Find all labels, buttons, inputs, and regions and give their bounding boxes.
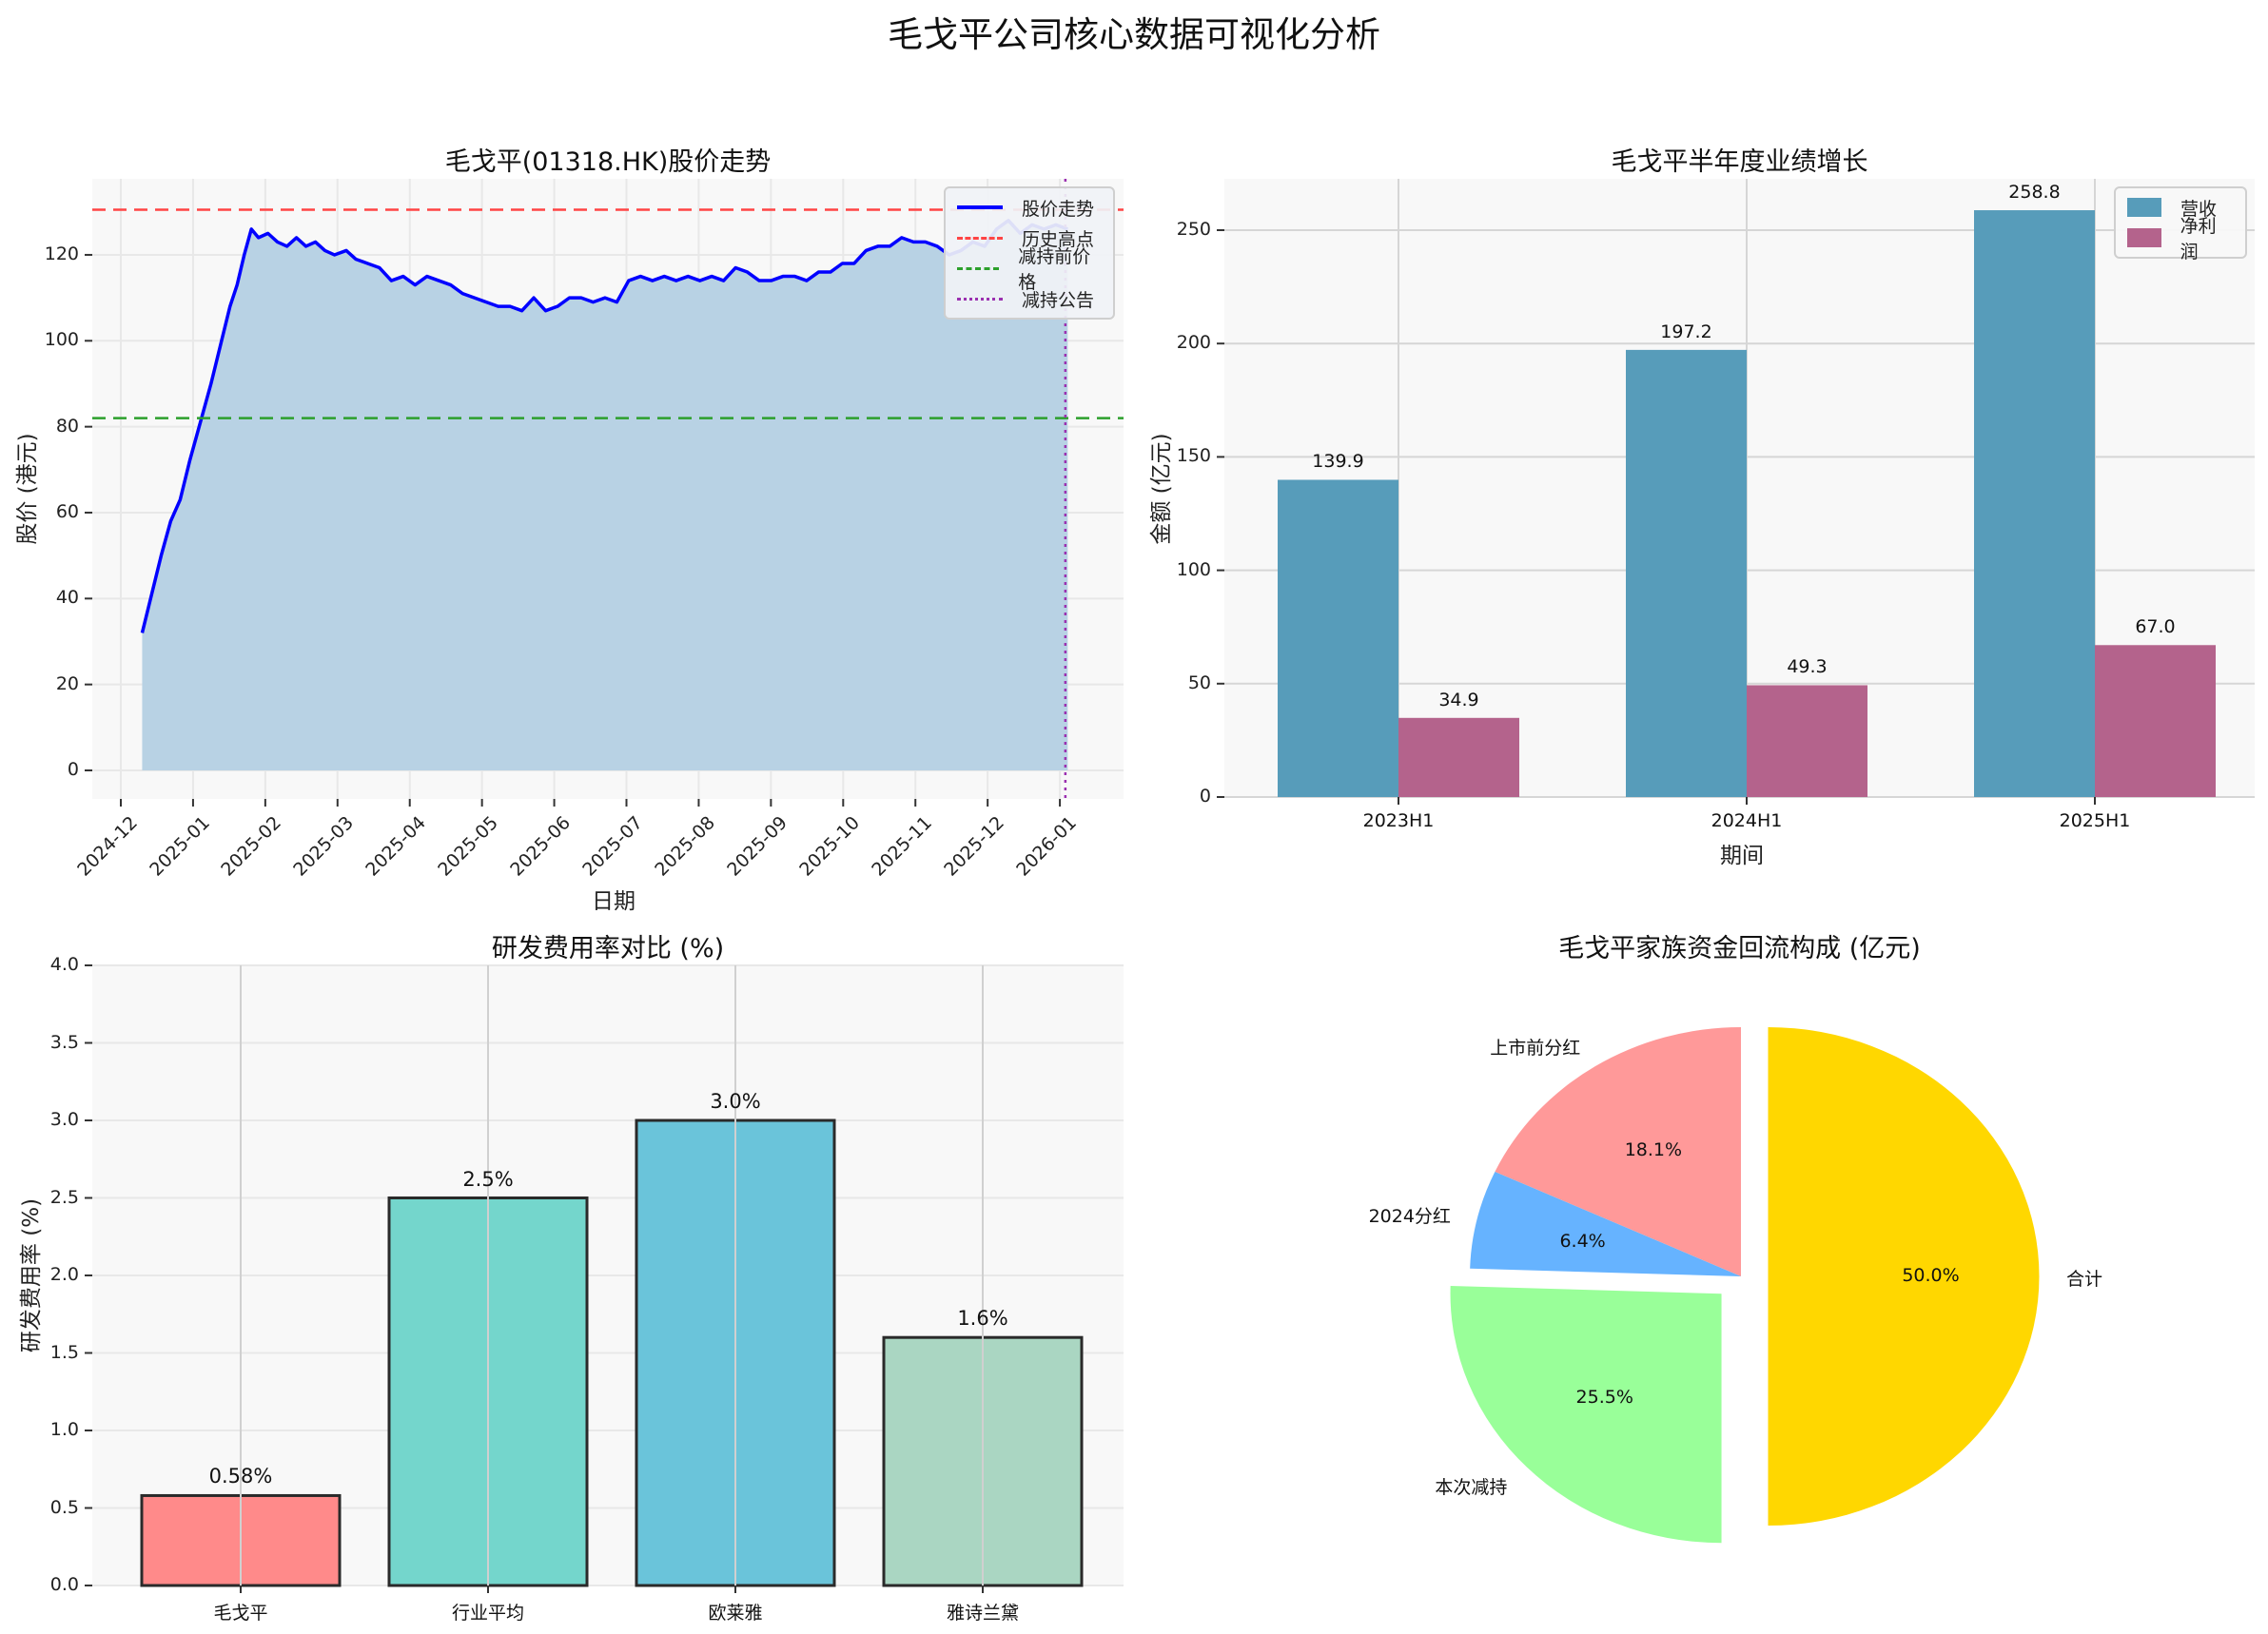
bar-value-label: 2.5% [462, 1167, 514, 1191]
x-tick-label: 行业平均 [451, 1603, 524, 1624]
y-tick-label: 100 [1176, 558, 1211, 580]
pie-percent-label: 50.0% [1902, 1265, 1960, 1286]
revenue-swatch-icon [2127, 198, 2161, 217]
legend-item-revenue: 营收 [2116, 192, 2245, 223]
y-tick-label: 200 [1176, 332, 1211, 354]
stock-legend: 股价走势 历史高点 减持前价格 减持公告 [944, 186, 1115, 320]
bar-value-label: 3.0% [710, 1090, 761, 1113]
x-tick-label: 2024H1 [1711, 810, 1783, 831]
bar-value-label: 49.3 [1787, 656, 1828, 678]
y-tick-label: 250 [1176, 219, 1211, 240]
pie-category-label: 上市前分红 [1490, 1038, 1581, 1060]
pie-chart-title: 毛戈平家族资金回流构成 (亿元) [1558, 934, 1921, 963]
performance-legend: 营收 净利润 [2114, 186, 2247, 263]
dotted-line-swatch-icon [957, 297, 1003, 301]
bar-value-label: 1.6% [957, 1307, 1008, 1331]
pie-percent-label: 18.1% [1624, 1138, 1683, 1160]
legend-label: 股价走势 [1022, 198, 1095, 220]
x-tick-label: 2023H1 [1362, 810, 1435, 831]
net-profit-swatch-icon [2127, 228, 2161, 247]
solid-line-swatch-icon [957, 205, 1003, 209]
y-tick-label: 0.5 [49, 1496, 79, 1518]
y-tick-label: 50 [1187, 671, 1211, 693]
y-tick-label: 120 [44, 243, 79, 264]
legend-item-price: 股价走势 [946, 192, 1113, 223]
current-reduction-slice [1450, 1286, 1722, 1544]
stock-chart-title: 毛戈平(01318.HK)股价走势 [444, 147, 772, 177]
figure-title: 毛戈平公司核心数据可视化分析 [888, 14, 1380, 55]
legend-label: 净利润 [2180, 216, 2217, 263]
y-tick-label: 3.5 [49, 1031, 79, 1053]
y-tick-label: 100 [44, 329, 79, 351]
pie-percent-label: 6.4% [1559, 1230, 1606, 1252]
net-profit-bar [2095, 645, 2216, 797]
dashed-line-swatch-icon [957, 236, 1003, 240]
pie-category-label: 合计 [2066, 1269, 2103, 1290]
revenue-bar [1974, 210, 2095, 797]
pie-category-label: 2024分红 [1368, 1205, 1451, 1227]
y-tick-label: 2.5 [49, 1186, 79, 1208]
bar-value-label: 197.2 [1660, 321, 1712, 342]
legend-label: 减持公告 [1022, 289, 1095, 311]
revenue-bar [1626, 349, 1747, 797]
pre-ipo-dividend-slice [1495, 1027, 1741, 1276]
legend-label: 营收 [2180, 198, 2218, 220]
dividend-2024-slice [1470, 1171, 1741, 1276]
y-tick-label: 40 [55, 587, 79, 609]
legend-item-announcement: 减持公告 [946, 283, 1113, 314]
bar-value-label: 34.9 [1438, 689, 1479, 710]
bar-value-label: 139.9 [1312, 451, 1364, 473]
performance-x-axis-label: 期间 [1720, 844, 1764, 868]
price-area-fill [142, 220, 1068, 771]
legend-label: 历史高点 [1022, 228, 1095, 250]
stock-x-axis-label: 日期 [592, 889, 635, 914]
x-tick-label: 毛戈平 [213, 1603, 268, 1624]
x-tick-label: 欧莱雅 [708, 1603, 763, 1624]
y-tick-label: 4.0 [49, 954, 79, 975]
bar-value-label: 258.8 [2008, 182, 2061, 204]
y-tick-label: 2.0 [49, 1264, 79, 1285]
x-tick-label: 2025H1 [2059, 810, 2131, 831]
bar-value-label: 0.58% [208, 1465, 273, 1488]
net-profit-bar [1747, 685, 1867, 797]
legend-item-high: 历史高点 [946, 223, 1113, 253]
legend-label: 减持前价格 [1018, 246, 1091, 293]
total-slice [1768, 1027, 2040, 1526]
net-profit-bar [1398, 717, 1519, 797]
y-tick-label: 1.0 [49, 1419, 79, 1440]
y-tick-label: 3.0 [49, 1109, 79, 1130]
price-line [140, 219, 1068, 633]
pie-percent-label: 25.5% [1575, 1386, 1633, 1408]
y-tick-label: 0 [67, 759, 79, 780]
legend-item-pre-price: 减持前价格 [946, 246, 1113, 293]
pie-category-label: 本次减持 [1435, 1476, 1508, 1498]
legend-item-net-profit: 净利润 [2116, 216, 2245, 263]
dashed-line-swatch-icon [957, 266, 1000, 270]
bar-value-label: 67.0 [2135, 616, 2176, 638]
y-tick-label: 0 [1199, 786, 1211, 807]
y-tick-label: 150 [1176, 445, 1211, 467]
x-tick-label: 雅诗兰黛 [946, 1603, 1019, 1624]
y-tick-label: 0.0 [49, 1574, 79, 1595]
rd-chart-title: 研发费用率对比 (%) [491, 934, 725, 963]
y-tick-label: 80 [55, 415, 79, 437]
performance-chart-title: 毛戈平半年度业绩增长 [1611, 147, 1868, 177]
y-tick-label: 1.5 [49, 1341, 79, 1363]
y-tick-label: 20 [55, 672, 79, 694]
revenue-bar [1278, 479, 1398, 797]
y-tick-label: 60 [55, 500, 79, 522]
